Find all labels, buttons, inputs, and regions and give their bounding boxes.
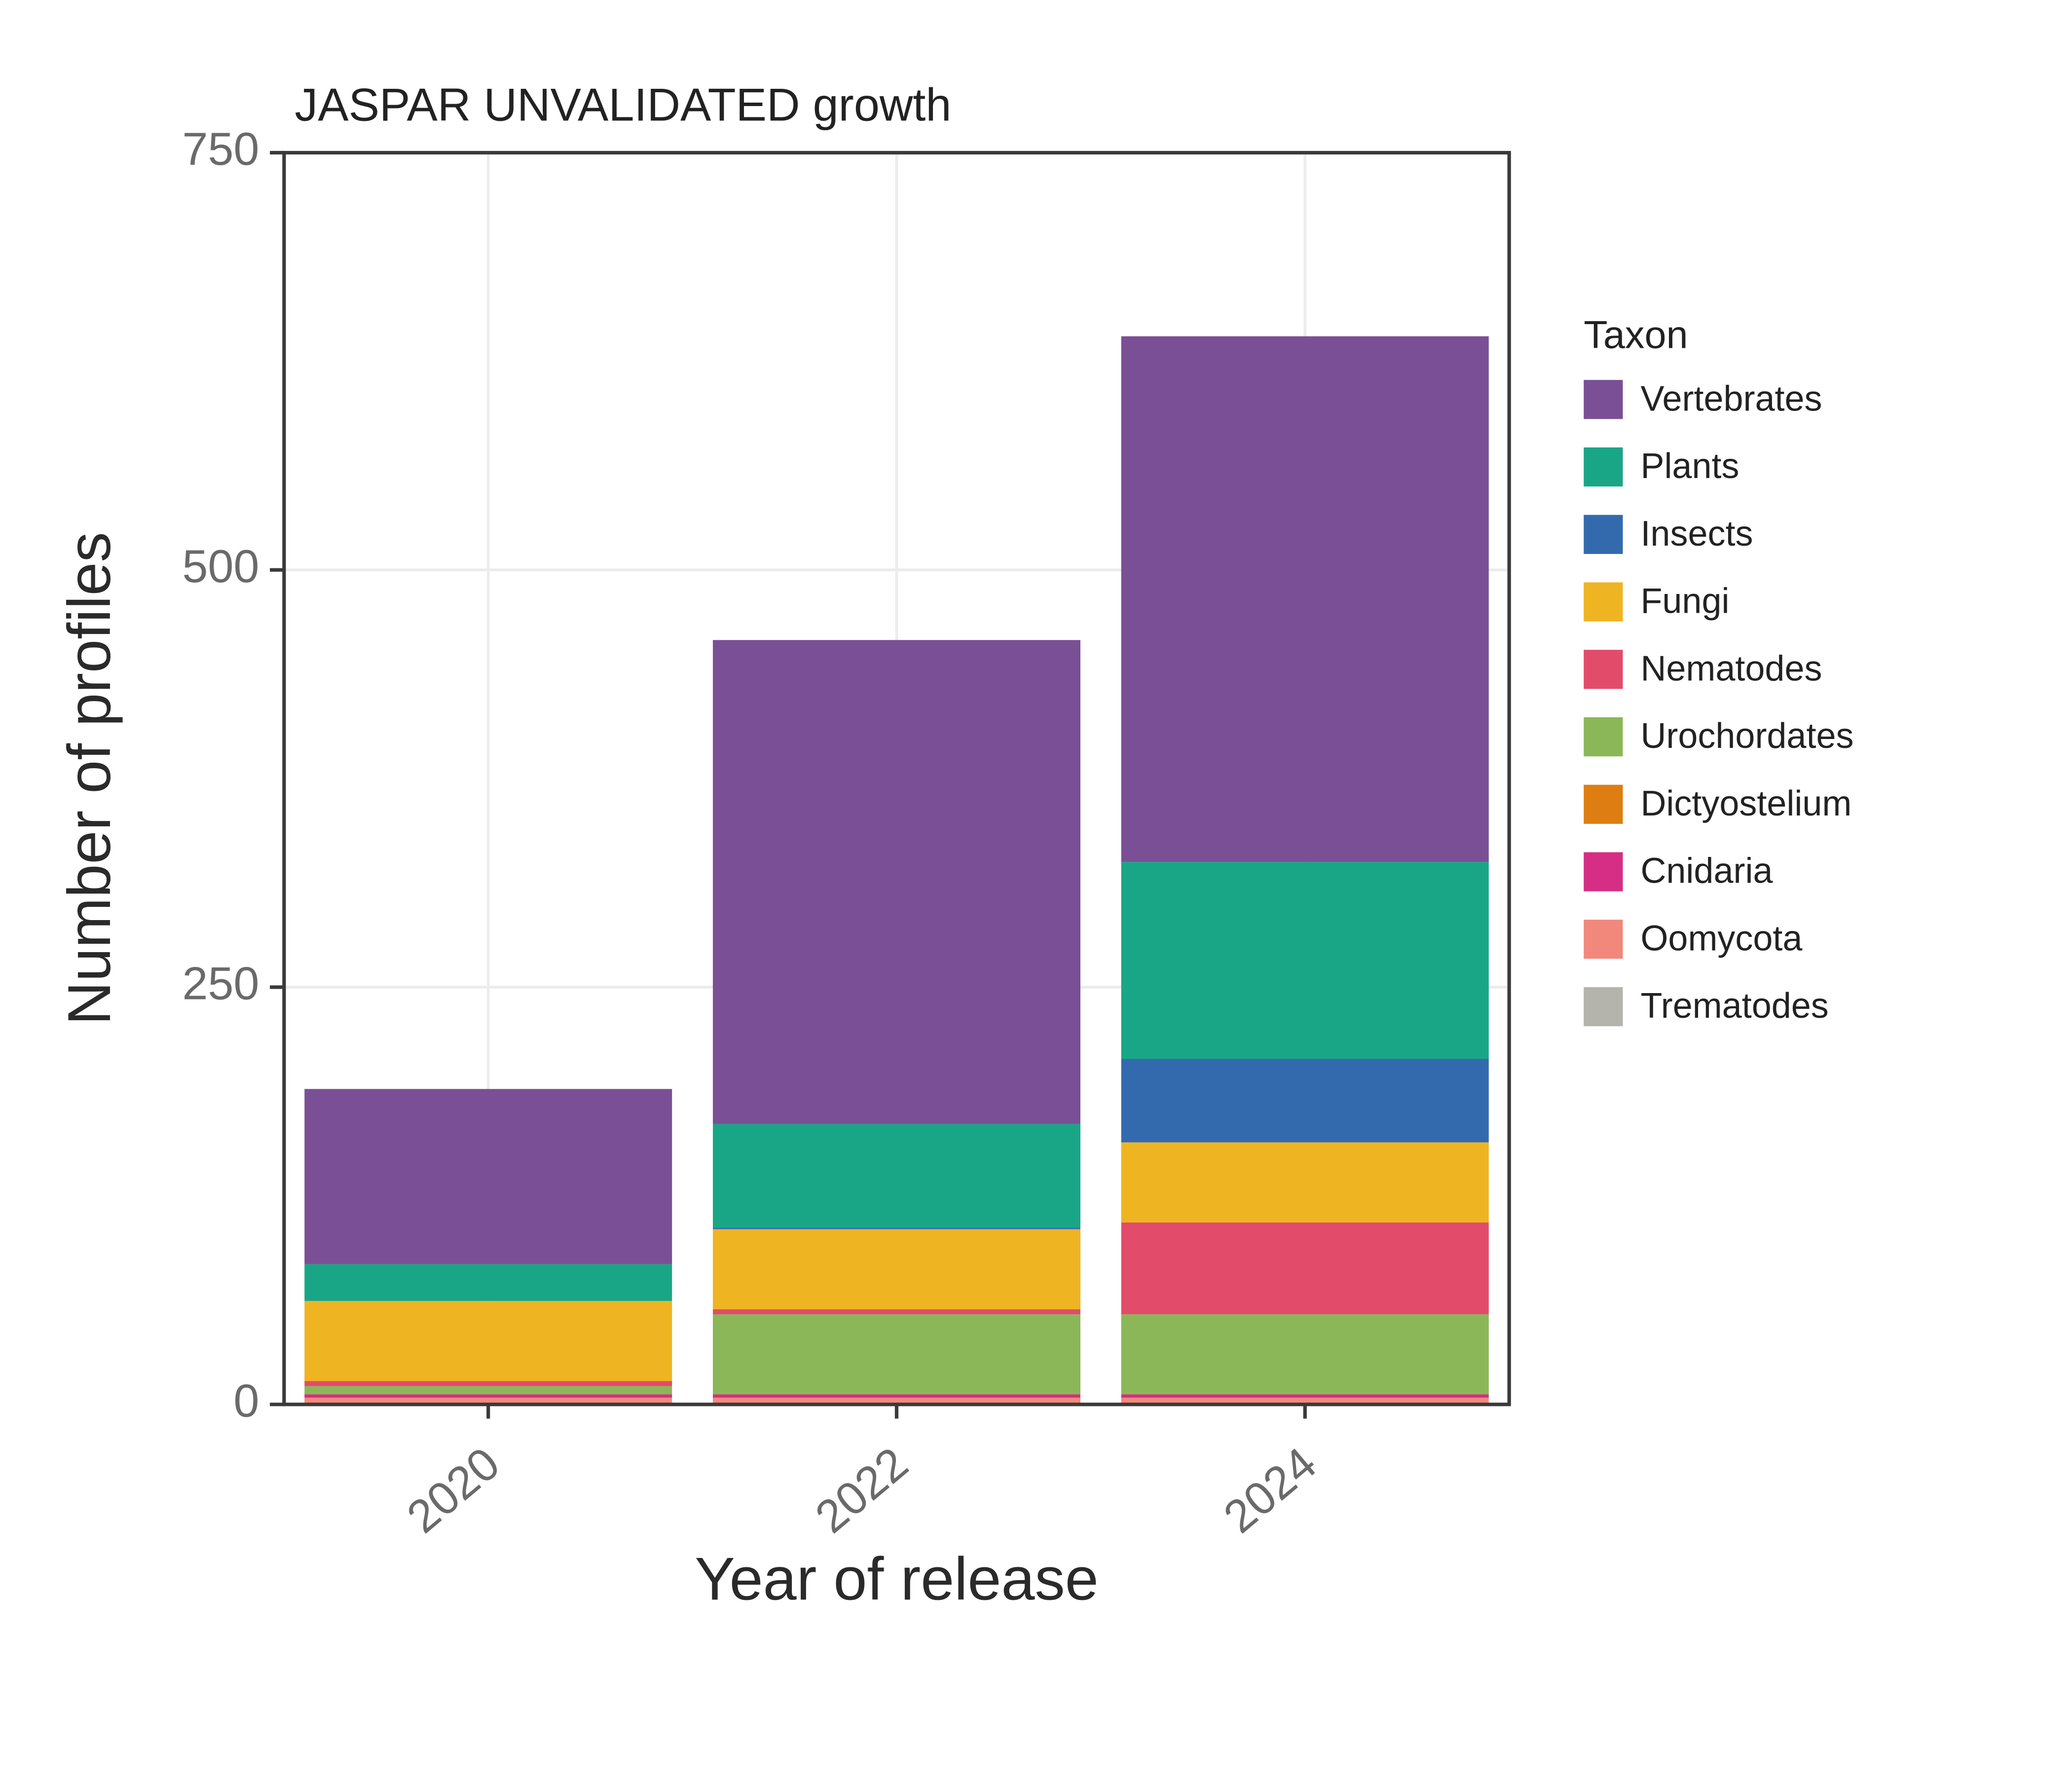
- y-tick-label: 500: [182, 540, 259, 592]
- legend-key: [1584, 920, 1623, 959]
- legend-label: Oomycota: [1640, 919, 1803, 958]
- bar-segment: [713, 1124, 1080, 1227]
- legend-key: [1584, 447, 1623, 486]
- x-axis-title: Year of release: [695, 1545, 1099, 1613]
- y-tick-label: 250: [182, 958, 259, 1009]
- bar-segment: [1121, 1143, 1489, 1222]
- bar-segment: [1121, 1059, 1489, 1142]
- legend-label: Insects: [1640, 514, 1753, 554]
- y-axis-title: Number of profiles: [55, 532, 123, 1025]
- bar-segment: [1121, 1222, 1489, 1314]
- bar-segment: [304, 1386, 672, 1395]
- y-tick-label: 750: [182, 123, 259, 175]
- legend-key: [1584, 650, 1623, 689]
- legend-label: Urochordates: [1640, 716, 1853, 756]
- bar-segment: [713, 1227, 1080, 1229]
- legend-label: Trematodes: [1640, 986, 1828, 1026]
- legend-title: Taxon: [1584, 312, 1688, 356]
- bar-segment: [1121, 1394, 1489, 1398]
- plot-title: JASPAR UNVALIDATED growth: [295, 79, 951, 131]
- bar-segment: [713, 1394, 1080, 1398]
- bar-segment: [304, 1381, 672, 1386]
- legend-label: Nematodes: [1640, 649, 1822, 688]
- bar-segment: [304, 1301, 672, 1381]
- bar-segment: [304, 1264, 672, 1301]
- bar-segment: [304, 1394, 672, 1398]
- legend-label: Cnidaria: [1640, 851, 1773, 891]
- legend-key: [1584, 717, 1623, 756]
- bar-segment: [713, 640, 1080, 1124]
- x-tick-label: 2022: [806, 1437, 918, 1543]
- legend-key: [1584, 785, 1623, 824]
- x-tick-label: 2024: [1214, 1437, 1326, 1543]
- x-tick-label: 2020: [397, 1437, 509, 1543]
- bar-segment: [713, 1229, 1080, 1309]
- legend-key: [1584, 515, 1623, 554]
- legend-key: [1584, 987, 1623, 1026]
- legend-key: [1584, 582, 1623, 621]
- legend-label: Fungi: [1640, 582, 1729, 621]
- legend-label: Dictyostelium: [1640, 784, 1851, 823]
- legend-label: Vertebrates: [1640, 379, 1822, 418]
- bar-segment: [1121, 862, 1489, 1059]
- chart-stage: 0 250 500 750 2020 2022 2024 JASPAR UNVALIDATED…: [0, 0, 2072, 1776]
- legend-key: [1584, 380, 1623, 419]
- bar-segment: [713, 1309, 1080, 1314]
- bar-segment: [1121, 336, 1489, 862]
- bar-segment: [713, 1314, 1080, 1394]
- chart-svg: 0 250 500 750 2020 2022 2024 JASPAR UNVALIDATED…: [0, 0, 2072, 1776]
- legend-label: Plants: [1640, 446, 1739, 486]
- bar-segment: [1121, 1314, 1489, 1394]
- bar-segment: [304, 1089, 672, 1264]
- legend-key: [1584, 852, 1623, 891]
- y-tick-label: 0: [233, 1375, 259, 1427]
